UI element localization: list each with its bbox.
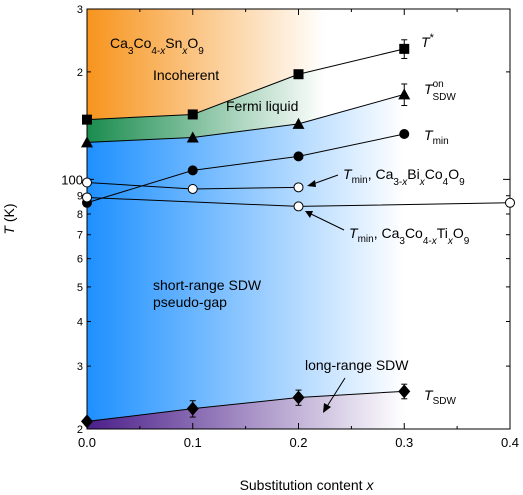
- marker-tmin-bi: [293, 182, 304, 193]
- label-tmin-bi: Tmin, Ca3-xBixCo4O9: [343, 166, 465, 188]
- label-tsdw-on: Ton SDW: [424, 79, 456, 103]
- marker-tsdw-on: [292, 117, 305, 129]
- long-range-sdw-arrowhead: [323, 403, 331, 413]
- tmin-ti-arrow: [310, 213, 345, 231]
- phase-regions: [87, 9, 405, 429]
- labels: 0.0 0.1 0.2 0.3 0.4 100 2 3 4 5 6 7 8 9 2 3 Substitution…: [1, 4, 519, 493]
- marker-tmin-bi: [187, 183, 198, 194]
- y-minor-tick-label: 8: [77, 209, 83, 221]
- marker-tmin: [293, 151, 304, 162]
- line-tmin: [86, 133, 405, 204]
- y-minor-tick-label: 2: [77, 424, 83, 436]
- marker-tstar: [82, 114, 92, 125]
- label-tmin-ti: Tmin, Ca3Co4-xTixO9: [349, 225, 470, 247]
- marker-tmin-bi: [82, 177, 92, 188]
- marker-tsdw-on: [81, 136, 93, 148]
- marker-tmin-ti: [505, 197, 515, 208]
- marker-tsdw-on: [398, 88, 411, 100]
- region-label-short-range-sdw: short-range SDW: [153, 277, 262, 293]
- region-label-incoherent: Incoherent: [153, 67, 219, 83]
- marker-tstar: [293, 69, 304, 80]
- marker-tsdw-on: [186, 131, 199, 143]
- line-tsdw: [86, 390, 405, 422]
- marker-tsdw: [292, 390, 305, 405]
- region-incoherent: [87, 9, 405, 120]
- marker-tstar: [187, 109, 198, 120]
- y-minor-tick-label: 2: [77, 67, 83, 79]
- marker-tsdw: [398, 384, 411, 399]
- tmin-ti-arrowhead: [305, 211, 313, 218]
- marker-tmin: [399, 128, 410, 139]
- region-label-pseudo-gap: pseudo-gap: [153, 294, 227, 310]
- region-label-long-range-sdw: long-range SDW: [305, 357, 409, 373]
- tmin-bi-arrow: [312, 174, 339, 185]
- y-minor-tick-label: 3: [77, 4, 83, 16]
- y-tick-label: 100: [61, 172, 83, 187]
- marker-tmin-ti: [293, 201, 304, 212]
- x-tick-label: 0.3: [395, 435, 413, 450]
- line-tstar: [86, 48, 405, 121]
- region-fermi-liquid: [87, 48, 405, 143]
- label-tmin: Tmin: [424, 127, 449, 147]
- y-minor-tick-label: 6: [77, 254, 83, 266]
- x-tick-label: 0.1: [184, 435, 202, 450]
- region-label-compound: Ca3Co4-xSnxO9: [110, 35, 204, 57]
- line-tsdw-on: [86, 93, 405, 143]
- label-tstar: T*: [421, 32, 435, 50]
- tmin-bi-arrowhead: [307, 180, 316, 187]
- y-minor-tick-label: 5: [77, 282, 83, 294]
- y-minor-tick-label: 7: [77, 230, 83, 242]
- marker-tmin-ti: [82, 192, 92, 203]
- label-tsdw: TSDW: [424, 387, 456, 407]
- x-axis-title: Substitution content x: [240, 477, 375, 493]
- marker-tsdw: [81, 414, 93, 429]
- series-markers: [81, 39, 515, 429]
- y-minor-tick-label: 9: [77, 191, 83, 203]
- region-long-range-sdw: [87, 391, 405, 429]
- y-axis-title: T (K): [1, 203, 17, 234]
- x-tick-label: 0.4: [501, 435, 519, 450]
- region-short-range-sdw: [87, 94, 405, 422]
- marker-tmin: [187, 165, 198, 176]
- region-label-fermi-liquid: Fermi liquid: [226, 98, 298, 114]
- y-minor-tick-label: 4: [77, 316, 83, 328]
- x-tick-label: 0.0: [78, 435, 96, 450]
- x-tick-label: 0.2: [289, 435, 307, 450]
- y-minor-tick-label: 3: [77, 361, 83, 373]
- marker-tsdw: [186, 401, 199, 416]
- long-range-sdw-arrow: [325, 377, 346, 409]
- marker-tstar: [399, 43, 410, 54]
